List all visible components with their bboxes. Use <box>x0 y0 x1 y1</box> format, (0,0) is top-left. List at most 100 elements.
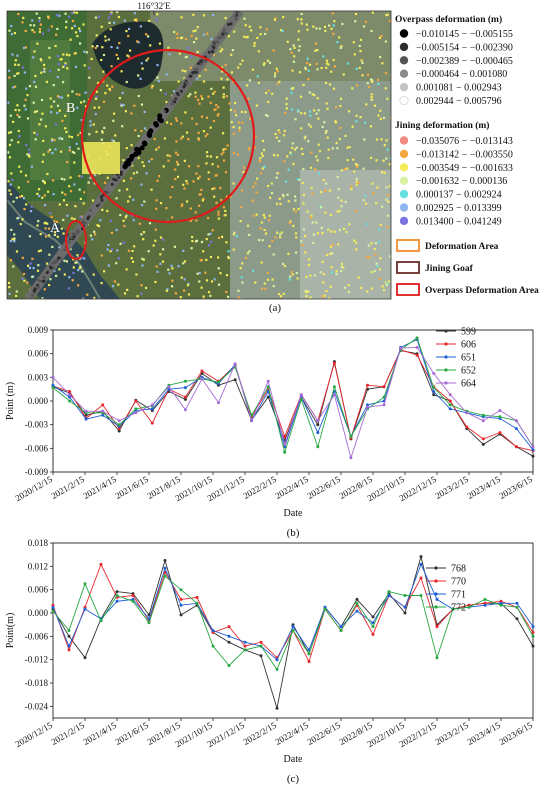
jining-point <box>178 52 181 55</box>
jining-point <box>266 278 270 281</box>
chart-b-series-606-point <box>481 437 485 441</box>
jining-point <box>294 148 297 151</box>
jining-point <box>140 183 143 186</box>
jining-point <box>196 50 199 53</box>
jining-point <box>365 223 368 226</box>
chart-c-xtick-label: 2023/4/15 <box>465 720 502 747</box>
jining-point <box>29 262 32 265</box>
jining-point <box>107 264 110 267</box>
jining-point <box>333 20 336 23</box>
jining-point <box>200 188 203 191</box>
jining-point <box>71 19 75 23</box>
jining-point <box>77 147 80 150</box>
jining-point <box>189 93 192 96</box>
jining-point <box>266 271 269 274</box>
jining-point <box>327 228 330 231</box>
jining-point <box>16 104 19 107</box>
jining-point <box>358 44 361 47</box>
overpass-deformation-points <box>30 11 240 297</box>
jining-point <box>366 255 369 259</box>
jining-point <box>74 205 77 208</box>
jining-point <box>182 183 185 186</box>
jining-point <box>342 227 346 230</box>
jining-point <box>200 115 204 118</box>
jining-point <box>213 278 216 281</box>
jining-point <box>325 59 329 62</box>
jining-point <box>297 30 300 33</box>
jining-point <box>325 289 328 293</box>
jining-point <box>33 131 36 134</box>
overpass-point <box>173 100 177 104</box>
jining-point <box>328 24 331 27</box>
jining-point <box>185 55 188 58</box>
jining-point <box>316 97 319 100</box>
chart-b-legend-label: 599 <box>461 327 476 338</box>
overpass-legend-marker <box>399 42 409 52</box>
jining-point <box>330 266 333 269</box>
jining-point <box>15 250 19 253</box>
chart-b-ytick-label: -0.009 <box>25 467 49 477</box>
jining-point <box>260 287 264 290</box>
jining-point <box>137 74 140 77</box>
jining-point <box>363 25 366 28</box>
jining-point <box>162 165 165 168</box>
jining-point <box>38 19 41 22</box>
chart-b-series-652-point <box>266 385 270 389</box>
chart-b-series-599-point <box>117 429 121 433</box>
jining-point <box>329 285 332 288</box>
jining-point <box>88 67 91 70</box>
chart-c-series-771-point <box>275 658 279 662</box>
jining-point <box>151 84 154 88</box>
jining-point <box>293 46 296 49</box>
jining-point <box>152 244 155 247</box>
jining-point <box>289 48 292 51</box>
jining-point <box>319 205 322 208</box>
overpass-point <box>33 288 36 292</box>
jining-point <box>303 137 306 140</box>
jining-point <box>316 68 319 71</box>
chart-b-series-599-point <box>266 395 270 399</box>
jining-point <box>294 118 297 121</box>
jining-point <box>27 180 30 183</box>
jining-point <box>19 223 22 226</box>
chart-c-series-771-point <box>403 605 407 609</box>
jining-point <box>314 168 317 171</box>
jining-point <box>133 104 136 107</box>
overpass-point <box>185 81 189 85</box>
chart-b-x-axis-label: Date <box>284 508 303 519</box>
jining-point <box>101 46 104 49</box>
overpass-point <box>36 286 40 290</box>
jining-point <box>210 240 213 243</box>
chart-c-y-axis-label: Point(m) <box>5 613 16 649</box>
overpass-point <box>99 195 103 199</box>
jining-point <box>157 146 160 149</box>
jining-point <box>18 135 21 138</box>
jining-point <box>329 245 333 248</box>
overpass-point <box>76 228 80 232</box>
jining-point <box>17 63 20 66</box>
jining-point <box>312 25 315 28</box>
jining-point <box>276 70 279 73</box>
jining-point <box>79 42 82 45</box>
jining-point <box>147 250 150 253</box>
jining-point <box>65 203 68 206</box>
jining-point <box>39 58 42 61</box>
jining-point <box>346 146 349 149</box>
jining-point <box>224 147 227 151</box>
jining-point <box>81 270 84 273</box>
jining-point <box>135 18 138 21</box>
overpass-legend-marker <box>399 56 409 65</box>
jining-point <box>147 57 150 60</box>
jining-point <box>320 66 323 70</box>
jining-point <box>241 262 244 265</box>
chart-c-series-772-point <box>419 594 423 597</box>
overpass-point <box>213 43 217 47</box>
jining-point <box>222 96 225 99</box>
chart-c-series-771-point <box>371 621 375 625</box>
jining-legend-marker <box>399 203 409 212</box>
jining-point <box>134 129 137 132</box>
jining-point <box>150 86 153 89</box>
jining-point <box>137 156 140 160</box>
chart-b-series-652-line <box>52 337 534 454</box>
chart-b-series-599-point <box>84 413 88 417</box>
